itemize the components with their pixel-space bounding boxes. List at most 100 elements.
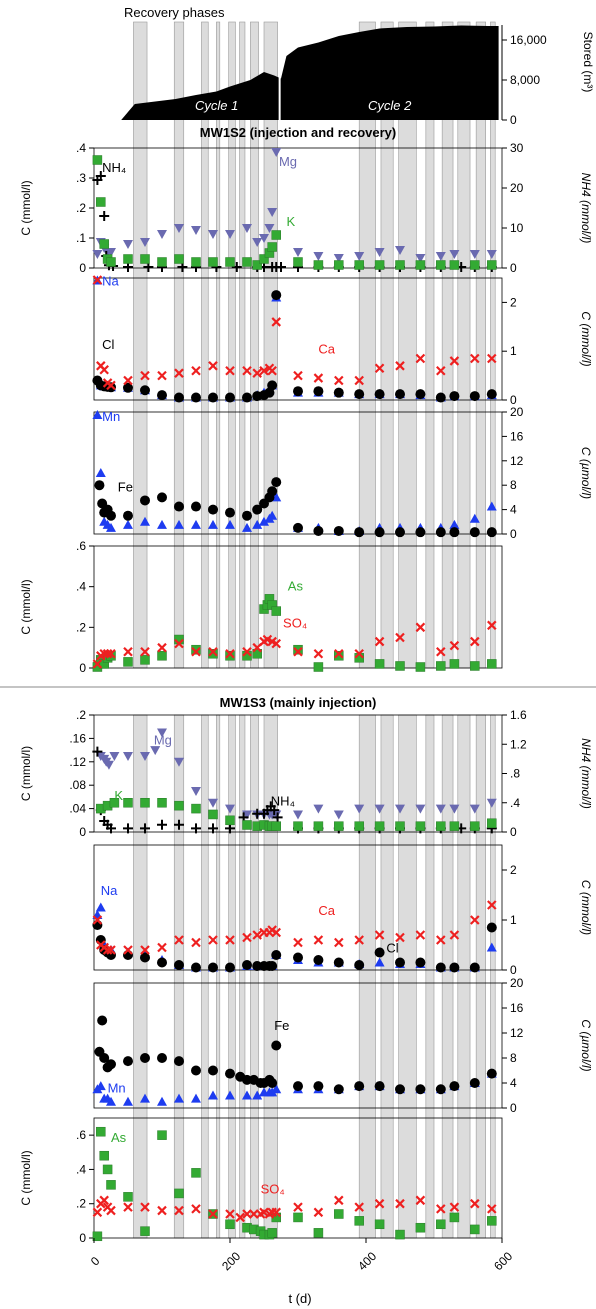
label-4: Cl [102,337,114,352]
label-8: As [288,579,304,594]
mw1s3_a-rtick-label-4: 1.6 [510,708,527,722]
point-mw1s3_b-cl-19 [313,955,324,965]
point-mw1s2_c-fe-17 [271,477,282,488]
point-mw1s2_a-mg-25 [435,252,446,261]
point-mw1s2_c-mn-16 [267,510,278,520]
point-mw1s2_b-cl-21 [354,389,365,400]
recovery-phase-lower-5 [239,714,246,1239]
point-mw1s3_b-cl-23 [395,957,405,968]
point-mw1s2_b-ca-26 [449,356,460,366]
mw1s3_a-rtick-label-2: .8 [510,767,520,781]
point-mw1s3_c-fe-30 [486,1068,497,1079]
point-mw1s3_c-fe-27 [435,1084,446,1095]
point-mw1s2_d-as-26 [436,661,446,671]
point-mw1s2_b-ca-14 [259,365,269,376]
point-mw1s2_d-as-5 [123,657,133,667]
point-mw1s3_a-k-10 [242,820,252,830]
point-mw1s3_d-so4-12 [235,1212,245,1223]
point-mw1s2_d-as-10 [208,649,218,659]
point-mw1s3_b-ca-13 [252,930,262,940]
point-mw1s3_c-fe-20 [293,1081,303,1092]
point-mw1s3_d-as-1 [96,1126,106,1137]
point-mw1s2_a-mg-19 [313,252,324,261]
point-mw1s2_b-ca-10 [208,361,218,371]
point-mw1s3_a-mg-27 [449,804,460,814]
point-mw1s3_b-ca-27 [470,915,480,925]
point-mw1s3_b-cl-26 [449,962,460,973]
point-mw1s2_d-so4-8 [174,638,184,649]
series-mw1s3_d-as [92,1126,497,1242]
point-mw1s2_a-k-0 [92,155,103,165]
point-mw1s2_d-so4-24 [415,622,426,633]
point-mw1s2_b-cl-18 [293,386,303,397]
point-mw1s2_d-so4-6 [140,646,150,657]
stored-axis-label: Stored (m³) [581,32,595,93]
mw1s3_a-ltick-label-4: .16 [69,731,86,745]
mw1s3_a-ylabel-left: C (mmol/l) [19,746,33,801]
point-mw1s2_a-k-18 [293,257,303,267]
point-mw1s2_b-ca-12 [242,365,252,376]
panel-frame-mw1s2_c [93,411,503,535]
point-mw1s3_b-cl-6 [140,952,150,963]
point-mw1s3_d-as-4 [106,1180,116,1190]
x-axis-label: t (d) [288,1291,311,1306]
point-mw1s3_a-k-22 [415,821,426,831]
label-17: Mn [108,1080,126,1095]
point-mw1s2_b-cl-27 [469,391,480,402]
point-mw1s3_b-cl-16 [267,961,278,971]
label-6: Mn [102,409,120,424]
point-mw1s3_a-k-16 [293,821,303,831]
label-16: Fe [274,1018,289,1033]
recovery-phase-lower-6 [250,714,259,1239]
label-1: Mg [279,154,297,169]
recovery-phase-lower-9 [380,714,394,1239]
panel-mw1s3_a: 0 .04 .08 .12 .16 .2 C (mmol/l) 0 .4 .8 1.2 1.6 NH4 … [19,708,593,839]
point-mw1s3_b-ca-26 [449,930,460,940]
point-mw1s3_a-nh4-18 [272,812,283,823]
mw1s3_b-rtick-label-0: 0 [510,963,517,977]
point-mw1s3_a-mg-9 [174,757,184,767]
point-mw1s3_a-mg-25 [415,804,426,814]
point-mw1s2_a-mg-16 [267,208,278,217]
point-mw1s2_b-cl-12 [242,392,252,403]
point-mw1s2_c-fe-11 [225,507,235,518]
point-mw1s2_d-so4-5 [123,646,133,657]
point-mw1s2_d-so4-7 [157,642,167,653]
point-mw1s3_a-nh4-4 [106,823,116,834]
point-mw1s2_d-so4-19 [313,648,324,659]
panel-frame-mw1s3_d [93,1117,503,1239]
series-mw1s3_d-so4 [92,1195,497,1223]
mw1s2_a-ltick-label-1: .1 [76,231,86,245]
point-mw1s2_d-so4-9 [191,646,201,657]
point-mw1s2_c-mn-1 [95,468,106,477]
mw1s3_a-ltick-label-2: .08 [69,778,86,792]
point-mw1s2_b-cl-5 [123,382,133,393]
point-mw1s3_c-fe-1 [97,1015,108,1026]
point-mw1s2_d-so4-4 [106,648,116,659]
point-mw1s2_c-fe-12 [242,510,252,521]
point-mw1s3_d-as-22 [354,1216,364,1226]
mw1s2_d-ltick-label-1: .2 [76,620,86,634]
point-mw1s3_d-as-17 [267,1228,277,1238]
point-mw1s2_a-mg-10 [208,230,218,239]
panel-mw1s2_d: 0 .2 .4 .6 C (mmol/l) [19,539,503,675]
point-mw1s2_a-k-10 [208,257,218,267]
point-mw1s3_a-k-17 [313,821,324,831]
point-mw1s3_d-so4-2 [99,1195,109,1206]
point-mw1s2_d-as-11 [225,651,235,661]
mw1s3_a-ltick-label-0: 0 [79,825,86,839]
series-mw1s3_a-k [96,798,497,831]
point-mw1s2_c-fe-13 [252,504,263,515]
mw1s3_c-rtick-label-1: 4 [510,1076,517,1090]
recovery-phase-lower-14 [475,714,486,1239]
point-mw1s2_d-as-13 [252,649,262,659]
point-mw1s3_d-as-19 [293,1212,303,1223]
point-mw1s3_c-fe-7 [157,1053,167,1063]
point-mw1s2_c-fe-0 [94,480,105,491]
point-mw1s2_b-ca-19 [313,373,324,383]
mw1s2_a-ltick-label-2: .2 [76,201,86,215]
mw1s2_c-rtick-label-4: 16 [510,429,524,443]
point-mw1s3_d-as-29 [487,1216,497,1226]
point-mw1s3_c-mn-6 [140,1093,150,1103]
mw1s2_c-rtick-label-3: 12 [510,454,524,468]
